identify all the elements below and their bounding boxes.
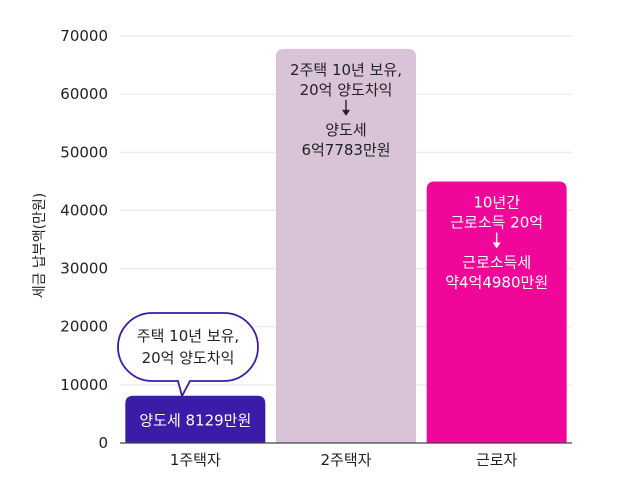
y-axis-label: 세금 납부액(만원) (32, 193, 48, 299)
y-axis-ticks: 0 10000 20000 30000 40000 50000 60000 70000 (60, 27, 108, 452)
y-tick-label: 40000 (60, 201, 108, 219)
bar-value-label: 약4억4980만원 (445, 273, 548, 291)
y-tick-label: 70000 (60, 27, 108, 45)
bar-3 (426, 181, 567, 443)
down-arrow-icon: ↓ (490, 232, 503, 251)
bar-value-label: 6억7783만원 (301, 141, 390, 159)
speech-bubble (117, 312, 259, 399)
bar-value-label: 20억 양도차익 (300, 81, 393, 99)
annotation-text: 주택 10년 보유, (137, 327, 239, 345)
bar-2 (276, 48, 416, 444)
bar-value-label: 양도세 (325, 121, 366, 139)
annotation-text: 20억 양도차익 (142, 349, 235, 367)
bar-label-arrow-text: ↓ (490, 233, 503, 251)
x-category-label: 1주택자 (170, 451, 221, 469)
y-tick-label: 10000 (60, 376, 108, 394)
bar-value-label: 2주택 10년 보유, (290, 61, 402, 79)
x-category-label: 근로자 (476, 451, 518, 469)
x-axis-categories: 1주택자 2주택자 근로자 (170, 451, 518, 469)
y-tick-label: 0 (98, 434, 108, 452)
bar-value-label: 양도세 8129만원 (139, 411, 251, 429)
bar-value-label: 10년간 (473, 193, 520, 211)
y-tick-label: 20000 (60, 318, 108, 336)
bar-label-arrow-text: ↓ (340, 101, 353, 119)
down-arrow-icon: ↓ (340, 99, 353, 119)
bar-value-label: 근로소득 20억 (450, 213, 543, 231)
y-tick-label: 50000 (60, 143, 108, 161)
x-category-label: 2주택자 (321, 451, 372, 469)
bars: 양도세 8129만원 2주택 10년 보유, 20억 양도차익 ↓ 양도세 6억7783만… (125, 48, 567, 444)
speech-bubble-annotation: 주택 10년 보유, 20억 양도차익 (117, 312, 259, 399)
y-tick-label: 30000 (60, 260, 108, 278)
y-tick-label: 60000 (60, 85, 108, 103)
bar-1 (125, 395, 266, 443)
bar-value-label: 근로소득세 (462, 253, 531, 271)
